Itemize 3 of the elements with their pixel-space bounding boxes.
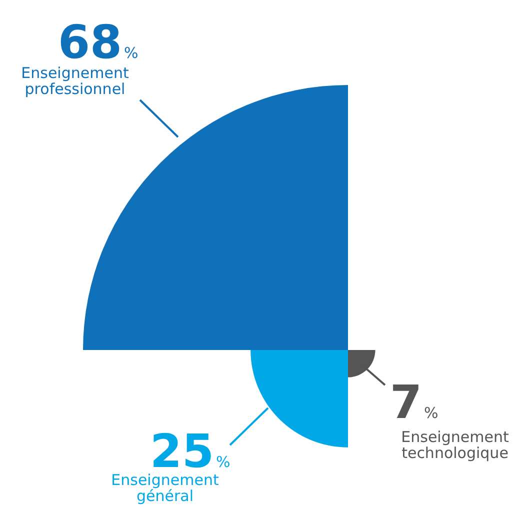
category-label: Enseignement technologique [401,428,509,462]
category-label: Enseignement professionnel [21,64,129,98]
data-label: 7% [390,375,438,429]
